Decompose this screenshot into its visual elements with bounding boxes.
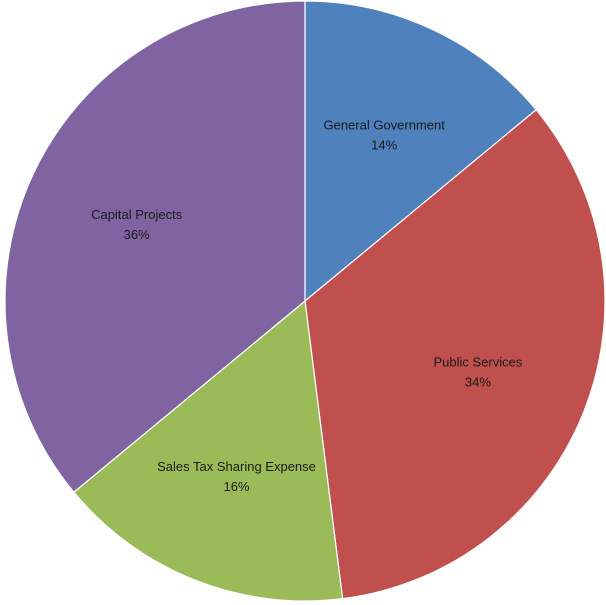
slice-value-public-services: 34% xyxy=(465,374,491,389)
pie-slice-sales-tax-sharing-expense xyxy=(73,299,344,602)
pie-slice-general-government xyxy=(304,0,537,303)
slice-label-sales-tax-sharing-expense: Sales Tax Sharing Expense xyxy=(157,459,316,474)
slice-value-general-government: 14% xyxy=(371,138,397,153)
pie-slices xyxy=(4,0,606,602)
slice-value-capital-projects: 36% xyxy=(124,227,150,242)
slice-label-capital-projects: Capital Projects xyxy=(91,207,183,222)
slice-value-sales-tax-sharing-expense: 16% xyxy=(224,479,250,494)
pie-labels: General Government 14% Public Services 34% S… xyxy=(91,118,523,494)
pie-slice-capital-projects xyxy=(4,0,306,494)
slice-label-general-government: General Government xyxy=(323,118,445,133)
pie-slice-public-services xyxy=(304,108,606,600)
slice-label-public-services: Public Services xyxy=(434,354,523,369)
